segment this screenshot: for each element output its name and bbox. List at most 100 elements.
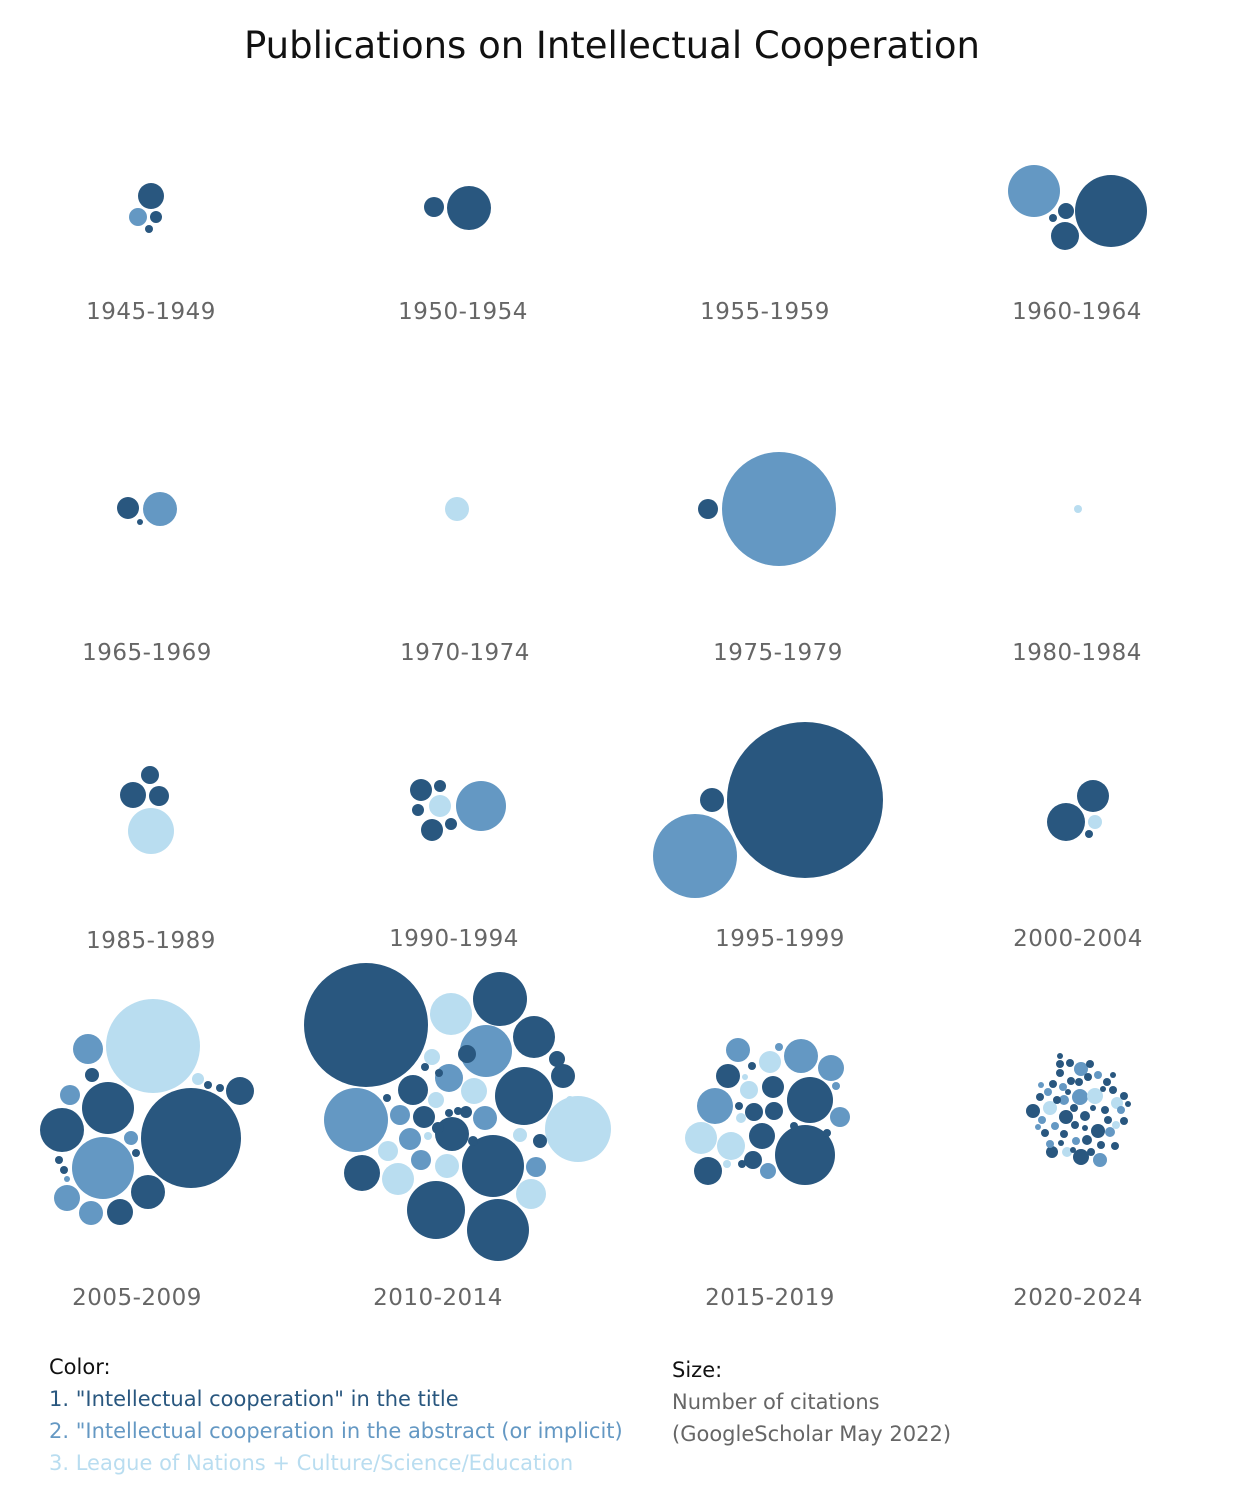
bubble-2020-2024-16 [1044,1088,1052,1096]
bubble-2010-2014-25 [411,1150,431,1170]
bubble-2020-2024-24 [1094,1071,1102,1079]
bubble-2010-2014-31 [460,1106,472,1118]
bubble-2020-2024-18 [1067,1077,1075,1085]
bubble-2005-2009-5 [131,1175,165,1209]
bubble-2020-2024-13 [1062,1147,1072,1157]
bubble-2020-2024-44 [1066,1059,1074,1067]
bubble-2020-2024-54 [1058,1140,1064,1146]
period-label: 1990-1994 [389,926,519,952]
bubble-2000-2004-2 [1088,815,1102,829]
bubble-2015-2019-0 [775,1125,835,1185]
bubble-2020-2024-19 [1036,1093,1044,1101]
color-legend-title: Color: [49,1355,111,1379]
bubble-2010-2014-10 [513,1016,555,1058]
period-label: 1970-1974 [400,640,530,666]
bubble-2015-2019-2 [784,1039,818,1073]
chart-panels: 1945-1949 1950-1954 1955-1959 1960-1964 1965… [40,165,1147,1311]
panel-2010-2014: 2010-2014 [304,963,611,1311]
bubble-1980-1984-0 [1074,505,1082,513]
bubble-2020-2024-52 [1125,1101,1131,1107]
bubble-2010-2014-21 [390,1105,410,1125]
bubble-2020-2024-49 [1065,1089,1071,1095]
panel-1980-1984: 1980-1984 [1012,505,1142,666]
bubble-2015-2019-27 [790,1122,798,1130]
bubble-1985-1989-3 [141,766,159,784]
size-legend: Size: Number of citations (GoogleScholar… [672,1354,951,1450]
bubble-2020-2024-47 [1112,1121,1120,1129]
bubble-2010-2014-27 [428,1092,444,1108]
chart-title: Publications on Intellectual Cooperation [244,24,980,67]
bubble-2010-2014-6 [495,1067,553,1125]
bubble-2005-2009-18 [60,1166,68,1174]
bubble-2005-2009-1 [141,1088,241,1188]
bubble-2005-2009-16 [216,1084,224,1092]
bubble-2005-2009-17 [55,1156,63,1164]
bubble-2020-2024-17 [1056,1069,1064,1077]
bubble-2020-2024-48 [1038,1082,1044,1088]
bubble-2015-2019-28 [742,1074,748,1080]
bubble-1975-1979-0 [722,452,836,566]
bubble-1985-1989-0 [128,808,174,854]
bubble-2010-2014-37 [454,1107,462,1115]
bubble-2005-2009-12 [85,1068,99,1082]
bubble-1950-1954-1 [424,197,444,217]
panel-1960-1964: 1960-1964 [1008,165,1147,325]
bubble-2020-2024-36 [1046,1140,1054,1148]
bubble-2010-2014-8 [473,972,527,1026]
bubble-2020-2024-37 [1038,1116,1046,1124]
bubble-2015-2019-1 [787,1077,833,1123]
period-label: 2005-2009 [72,1285,202,1311]
bubble-2020-2024-33 [1060,1130,1068,1138]
bubble-2020-2024-26 [1109,1086,1117,1094]
bubble-2020-2024-12 [1080,1111,1090,1121]
bubble-2020-2024-6 [1091,1124,1105,1138]
bubble-2010-2014-39 [421,1063,429,1071]
bubble-2020-2024-1 [1093,1153,1107,1167]
panel-2000-2004: 2000-2004 [1013,780,1142,952]
bubble-2005-2009-6 [73,1034,103,1064]
panel-2005-2009: 2005-2009 [40,999,254,1311]
bubble-1945-1949-2 [150,211,162,223]
bubble-1965-1969-2 [137,519,143,525]
bubble-2010-2014-26 [526,1157,546,1177]
bubble-2010-2014-9 [430,993,472,1035]
bubble-2015-2019-20 [748,1062,756,1070]
bubble-2020-2024-7 [1059,1110,1073,1124]
bubble-1965-1969-0 [143,492,177,526]
bubble-2000-2004-3 [1085,830,1093,838]
bubble-2015-2019-24 [823,1129,831,1137]
bubble-2015-2019-22 [775,1043,783,1051]
bubble-2010-2014-2 [462,1135,524,1197]
bubble-1990-1994-2 [429,795,451,817]
bubble-2010-2014-19 [473,1106,497,1130]
bubble-1945-1949-1 [129,208,147,226]
bubble-1970-1974-0 [445,497,469,521]
bubble-2020-2024-2 [1072,1089,1088,1105]
bubble-2020-2024-8 [1046,1146,1058,1158]
bubble-2015-2019-17 [744,1151,762,1169]
bubble-2010-2014-35 [424,1132,432,1140]
bubble-2005-2009-0 [106,999,200,1093]
bubble-2020-2024-57 [1090,1105,1096,1111]
bubble-2010-2014-0 [304,963,428,1087]
bubble-2015-2019-9 [818,1055,844,1081]
bubble-2010-2014-42 [468,1136,478,1146]
panel-1970-1974: 1970-1974 [400,497,530,666]
bubble-2015-2019-16 [765,1102,783,1120]
bubble-2015-2019-3 [697,1088,733,1124]
bubble-2010-2014-36 [445,1109,453,1117]
bubble-2005-2009-7 [226,1077,254,1105]
period-label: 1980-1984 [1012,640,1142,666]
bubble-2020-2024-56 [1110,1072,1116,1078]
bubble-2010-2014-20 [551,1064,575,1088]
bubble-1990-1994-6 [445,818,457,830]
bubble-1990-1994-0 [456,781,506,831]
panel-1990-1994: 1990-1994 [389,779,519,952]
bubble-2020-2024-32 [1072,1137,1080,1145]
bubble-1945-1949-0 [138,183,164,209]
bubble-2005-2009-3 [82,1082,134,1134]
bubble-2020-2024-38 [1071,1121,1079,1129]
bubble-2020-2024-41 [1101,1106,1109,1114]
bubble-2015-2019-6 [694,1157,722,1185]
period-label: 1975-1979 [713,640,843,666]
